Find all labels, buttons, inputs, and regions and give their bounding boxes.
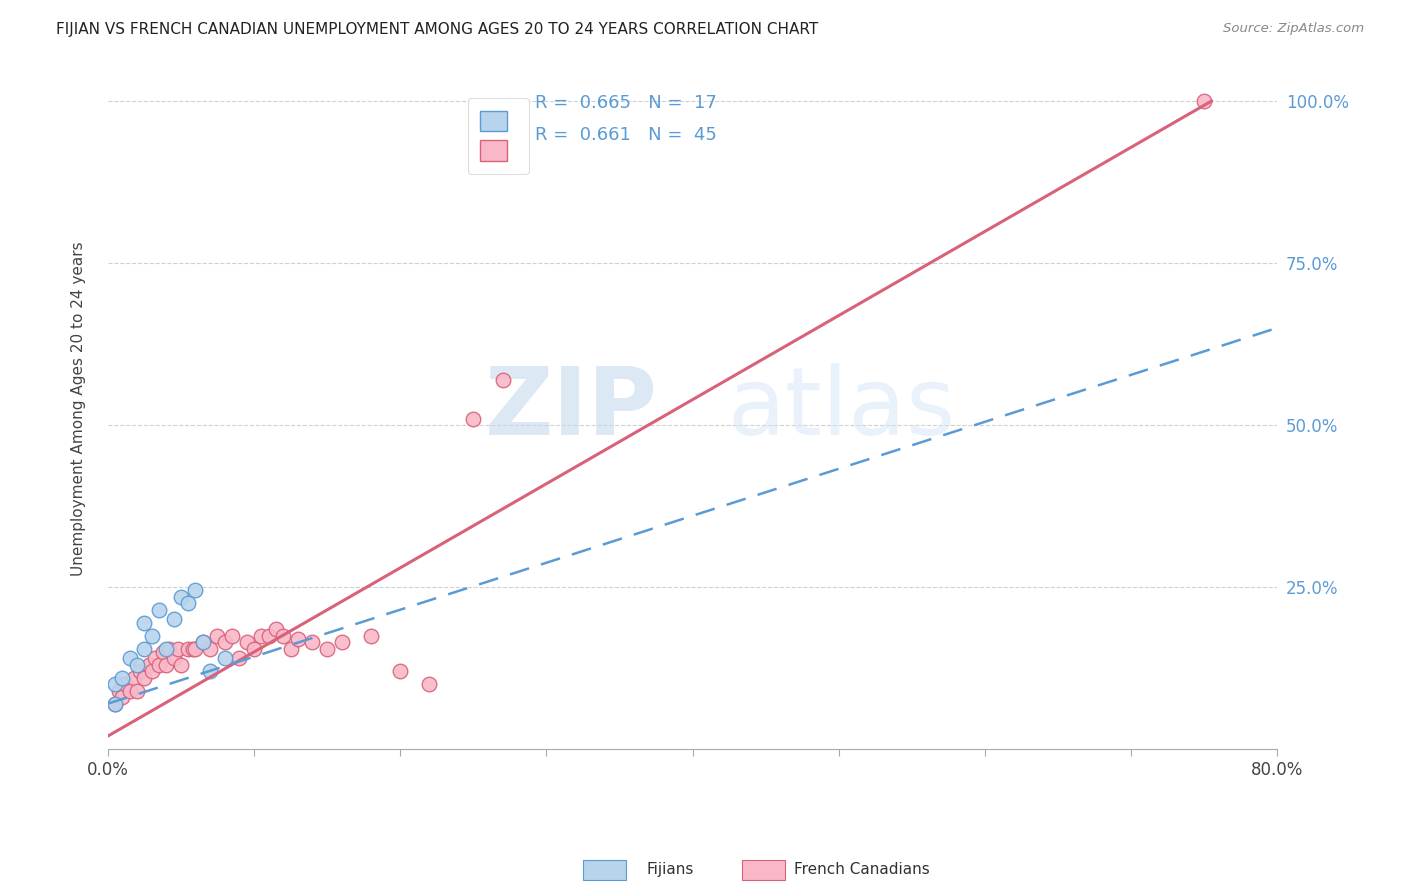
Point [162, 651, 184, 665]
Point [1194, 94, 1216, 108]
Point [271, 629, 294, 643]
Text: R =  0.665   N =  17: R = 0.665 N = 17 [534, 94, 717, 112]
Point [243, 641, 266, 656]
Point [198, 665, 221, 679]
Point [287, 632, 309, 646]
Point [141, 665, 163, 679]
Point [330, 635, 353, 649]
Point [491, 373, 513, 387]
Point [157, 641, 180, 656]
Text: R =  0.661   N =  45: R = 0.661 N = 45 [534, 126, 717, 144]
Point [214, 635, 236, 649]
Point [104, 697, 127, 711]
Point [207, 629, 229, 643]
Text: French Canadians: French Canadians [794, 863, 931, 877]
Point [235, 635, 257, 649]
Point [221, 629, 243, 643]
Point [228, 651, 250, 665]
Point [122, 671, 145, 685]
Point [181, 641, 204, 656]
Point [177, 641, 200, 656]
Point [162, 612, 184, 626]
Point [170, 657, 193, 672]
Point [118, 683, 141, 698]
Point [118, 651, 141, 665]
Point [184, 583, 207, 598]
Point [167, 641, 190, 656]
Point [280, 641, 302, 656]
Point [257, 629, 280, 643]
Point [111, 690, 134, 705]
Point [134, 671, 156, 685]
Point [198, 641, 221, 656]
Point [360, 629, 382, 643]
Y-axis label: Unemployment Among Ages 20 to 24 years: Unemployment Among Ages 20 to 24 years [72, 242, 86, 576]
Point [108, 683, 131, 698]
Point [104, 677, 127, 691]
Point [152, 645, 174, 659]
Point [191, 635, 214, 649]
Point [138, 657, 160, 672]
Point [177, 596, 200, 610]
Point [143, 651, 166, 665]
Text: ZIP: ZIP [485, 363, 658, 455]
Point [155, 657, 177, 672]
Point [191, 635, 214, 649]
Point [104, 697, 127, 711]
Point [184, 641, 207, 656]
Point [214, 651, 236, 665]
Point [129, 665, 152, 679]
Point [264, 622, 287, 636]
Point [148, 657, 170, 672]
Point [463, 411, 485, 425]
Point [316, 641, 339, 656]
Text: FIJIAN VS FRENCH CANADIAN UNEMPLOYMENT AMONG AGES 20 TO 24 YEARS CORRELATION CHA: FIJIAN VS FRENCH CANADIAN UNEMPLOYMENT A… [56, 22, 818, 37]
Point [125, 657, 148, 672]
Point [301, 635, 323, 649]
Point [389, 665, 412, 679]
Text: Source: ZipAtlas.com: Source: ZipAtlas.com [1223, 22, 1364, 36]
Point [141, 629, 163, 643]
Point [114, 677, 136, 691]
Point [250, 629, 273, 643]
Point [125, 683, 148, 698]
Text: atlas: atlas [728, 363, 956, 455]
Point [170, 590, 193, 604]
Point [111, 671, 134, 685]
Point [155, 641, 177, 656]
Point [134, 615, 156, 630]
Legend: , : , [468, 98, 529, 174]
Point [134, 641, 156, 656]
Point [418, 677, 440, 691]
Point [148, 603, 170, 617]
Text: Fijians: Fijians [647, 863, 695, 877]
